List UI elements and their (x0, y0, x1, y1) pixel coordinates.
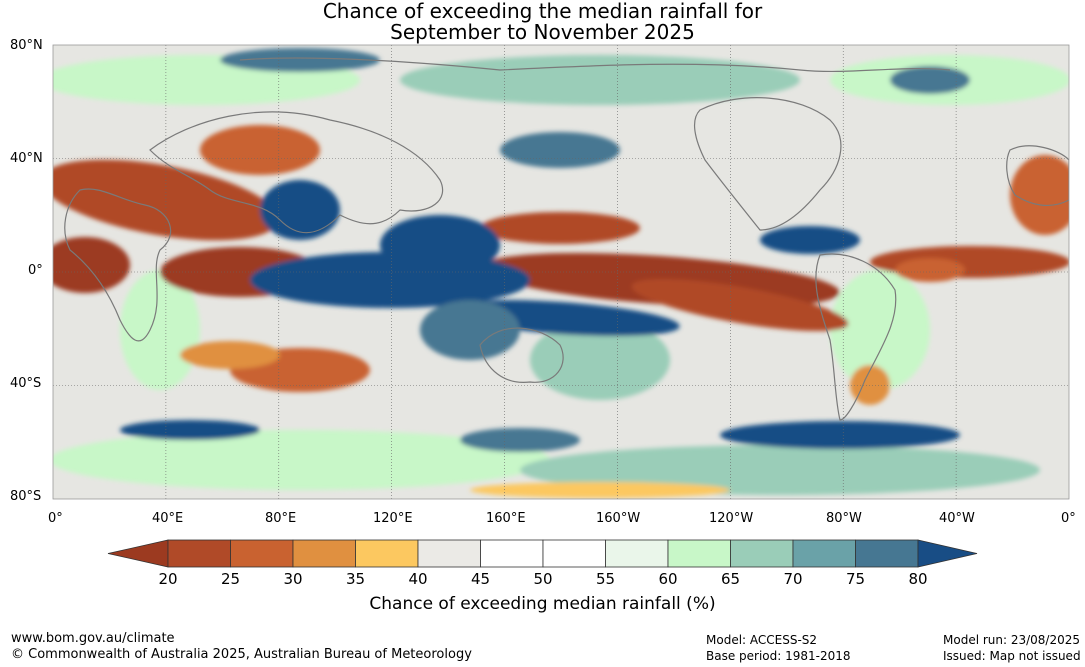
colorbar-tick-label: 20 (158, 570, 178, 588)
colorbar-tick-label: 35 (345, 570, 366, 588)
europe-coast (1006, 145, 1069, 207)
field-wet (760, 226, 860, 254)
lat-label-40s: 40°S (10, 376, 42, 391)
field-wet (420, 300, 520, 360)
copyright-text: © Commonwealth of Australia 2025, Austra… (11, 647, 472, 662)
colorbar-cell (355, 539, 419, 568)
lon-label-80w: 80°W (826, 511, 862, 526)
field-green (120, 270, 200, 390)
colorbar-cell (292, 539, 356, 568)
lat-label-40n: 40°N (10, 151, 43, 166)
colorbar-min-extension (107, 539, 169, 568)
map-field (53, 45, 1069, 499)
colorbar-label: Chance of exceeding median rainfall (%) (369, 594, 716, 614)
colorbar-tick-label: 60 (658, 570, 678, 588)
field-dry (1010, 155, 1069, 235)
base-period: Base period: 1981-2018 (706, 649, 851, 663)
lon-label-0-right: 0° (1061, 511, 1076, 526)
lat-label-80n: 80°N (10, 38, 43, 53)
colorbar-cell (480, 539, 544, 568)
lon-label-0-left: 0° (48, 511, 63, 526)
lon-label-80e: 80°E (265, 511, 297, 526)
lon-label-40e: 40°E (152, 511, 184, 526)
colorbar-tick-label: 65 (720, 570, 741, 588)
map-title-line2: September to November 2025 (390, 20, 695, 44)
colorbar-max-extension (917, 539, 978, 568)
colorbar-cell (605, 539, 669, 568)
lon-label-120e: 120°E (373, 511, 413, 526)
africa-coast (64, 188, 172, 342)
lon-label-160e: 160°E (486, 511, 526, 526)
colorbar-cell (230, 539, 294, 568)
field-green (830, 270, 930, 390)
lon-label-120w: 120°W (709, 511, 754, 526)
lon-label-40w: 40°W (939, 511, 975, 526)
field-teal (400, 55, 800, 105)
colorbar-tick-label: 50 (533, 570, 553, 588)
colorbar-tick-label: 45 (470, 570, 491, 588)
field-wet (720, 421, 960, 449)
map-title-line1: Chance of exceeding the median rainfall … (322, 0, 763, 23)
colorbar-tick-label: 75 (845, 570, 866, 588)
field-dry (480, 212, 640, 244)
colorbar-tick-label: 80 (908, 570, 928, 588)
field-dry (470, 482, 730, 498)
field-wet (120, 420, 260, 440)
colorbar-tick-label: 25 (220, 570, 241, 588)
field-dry (895, 258, 965, 282)
bom-url: www.bom.gov.au/climate (11, 631, 175, 646)
field-dry (53, 159, 279, 241)
map-frame (52, 44, 1070, 500)
australia-coast (479, 327, 564, 383)
lon-label-160w: 160°W (596, 511, 641, 526)
field-dry (631, 278, 849, 332)
field-dry (53, 237, 130, 293)
issued-status: Issued: Map not issued (943, 649, 1081, 663)
arctic-coast (239, 57, 951, 73)
colorbar-cell (667, 539, 731, 568)
north-america-coast (693, 97, 842, 231)
field-wet (890, 66, 970, 94)
south-america-coast (815, 253, 897, 421)
field-wet (460, 428, 580, 452)
colorbar-tick-label: 40 (408, 570, 428, 588)
field-wet (380, 215, 500, 275)
field-wet (220, 48, 380, 72)
colorbar-tick-label: 30 (283, 570, 303, 588)
colorbar-cell (542, 539, 606, 568)
lat-label-80s: 80°S (10, 489, 42, 504)
model-run-date: Model run: 23/08/2025 (943, 633, 1081, 647)
colorbar-cell (730, 539, 794, 568)
field-wet (260, 180, 340, 240)
colorbar-cell (855, 539, 919, 568)
field-green (53, 430, 550, 490)
asia-coast (149, 111, 444, 234)
colorbar-cell (167, 539, 231, 568)
colorbar-cell (417, 539, 481, 568)
field-dry (850, 365, 890, 405)
model-name: Model: ACCESS-S2 (706, 633, 818, 647)
field-dry (180, 341, 280, 369)
colorbar-tick-label: 70 (783, 570, 803, 588)
lat-label-equator: 0° (28, 263, 43, 278)
field-teal (520, 445, 1040, 495)
field-wet (500, 132, 620, 168)
field-dry (200, 125, 320, 175)
field-teal (530, 320, 670, 400)
colorbar-tick-label: 55 (595, 570, 616, 588)
colorbar-cell (792, 539, 856, 568)
